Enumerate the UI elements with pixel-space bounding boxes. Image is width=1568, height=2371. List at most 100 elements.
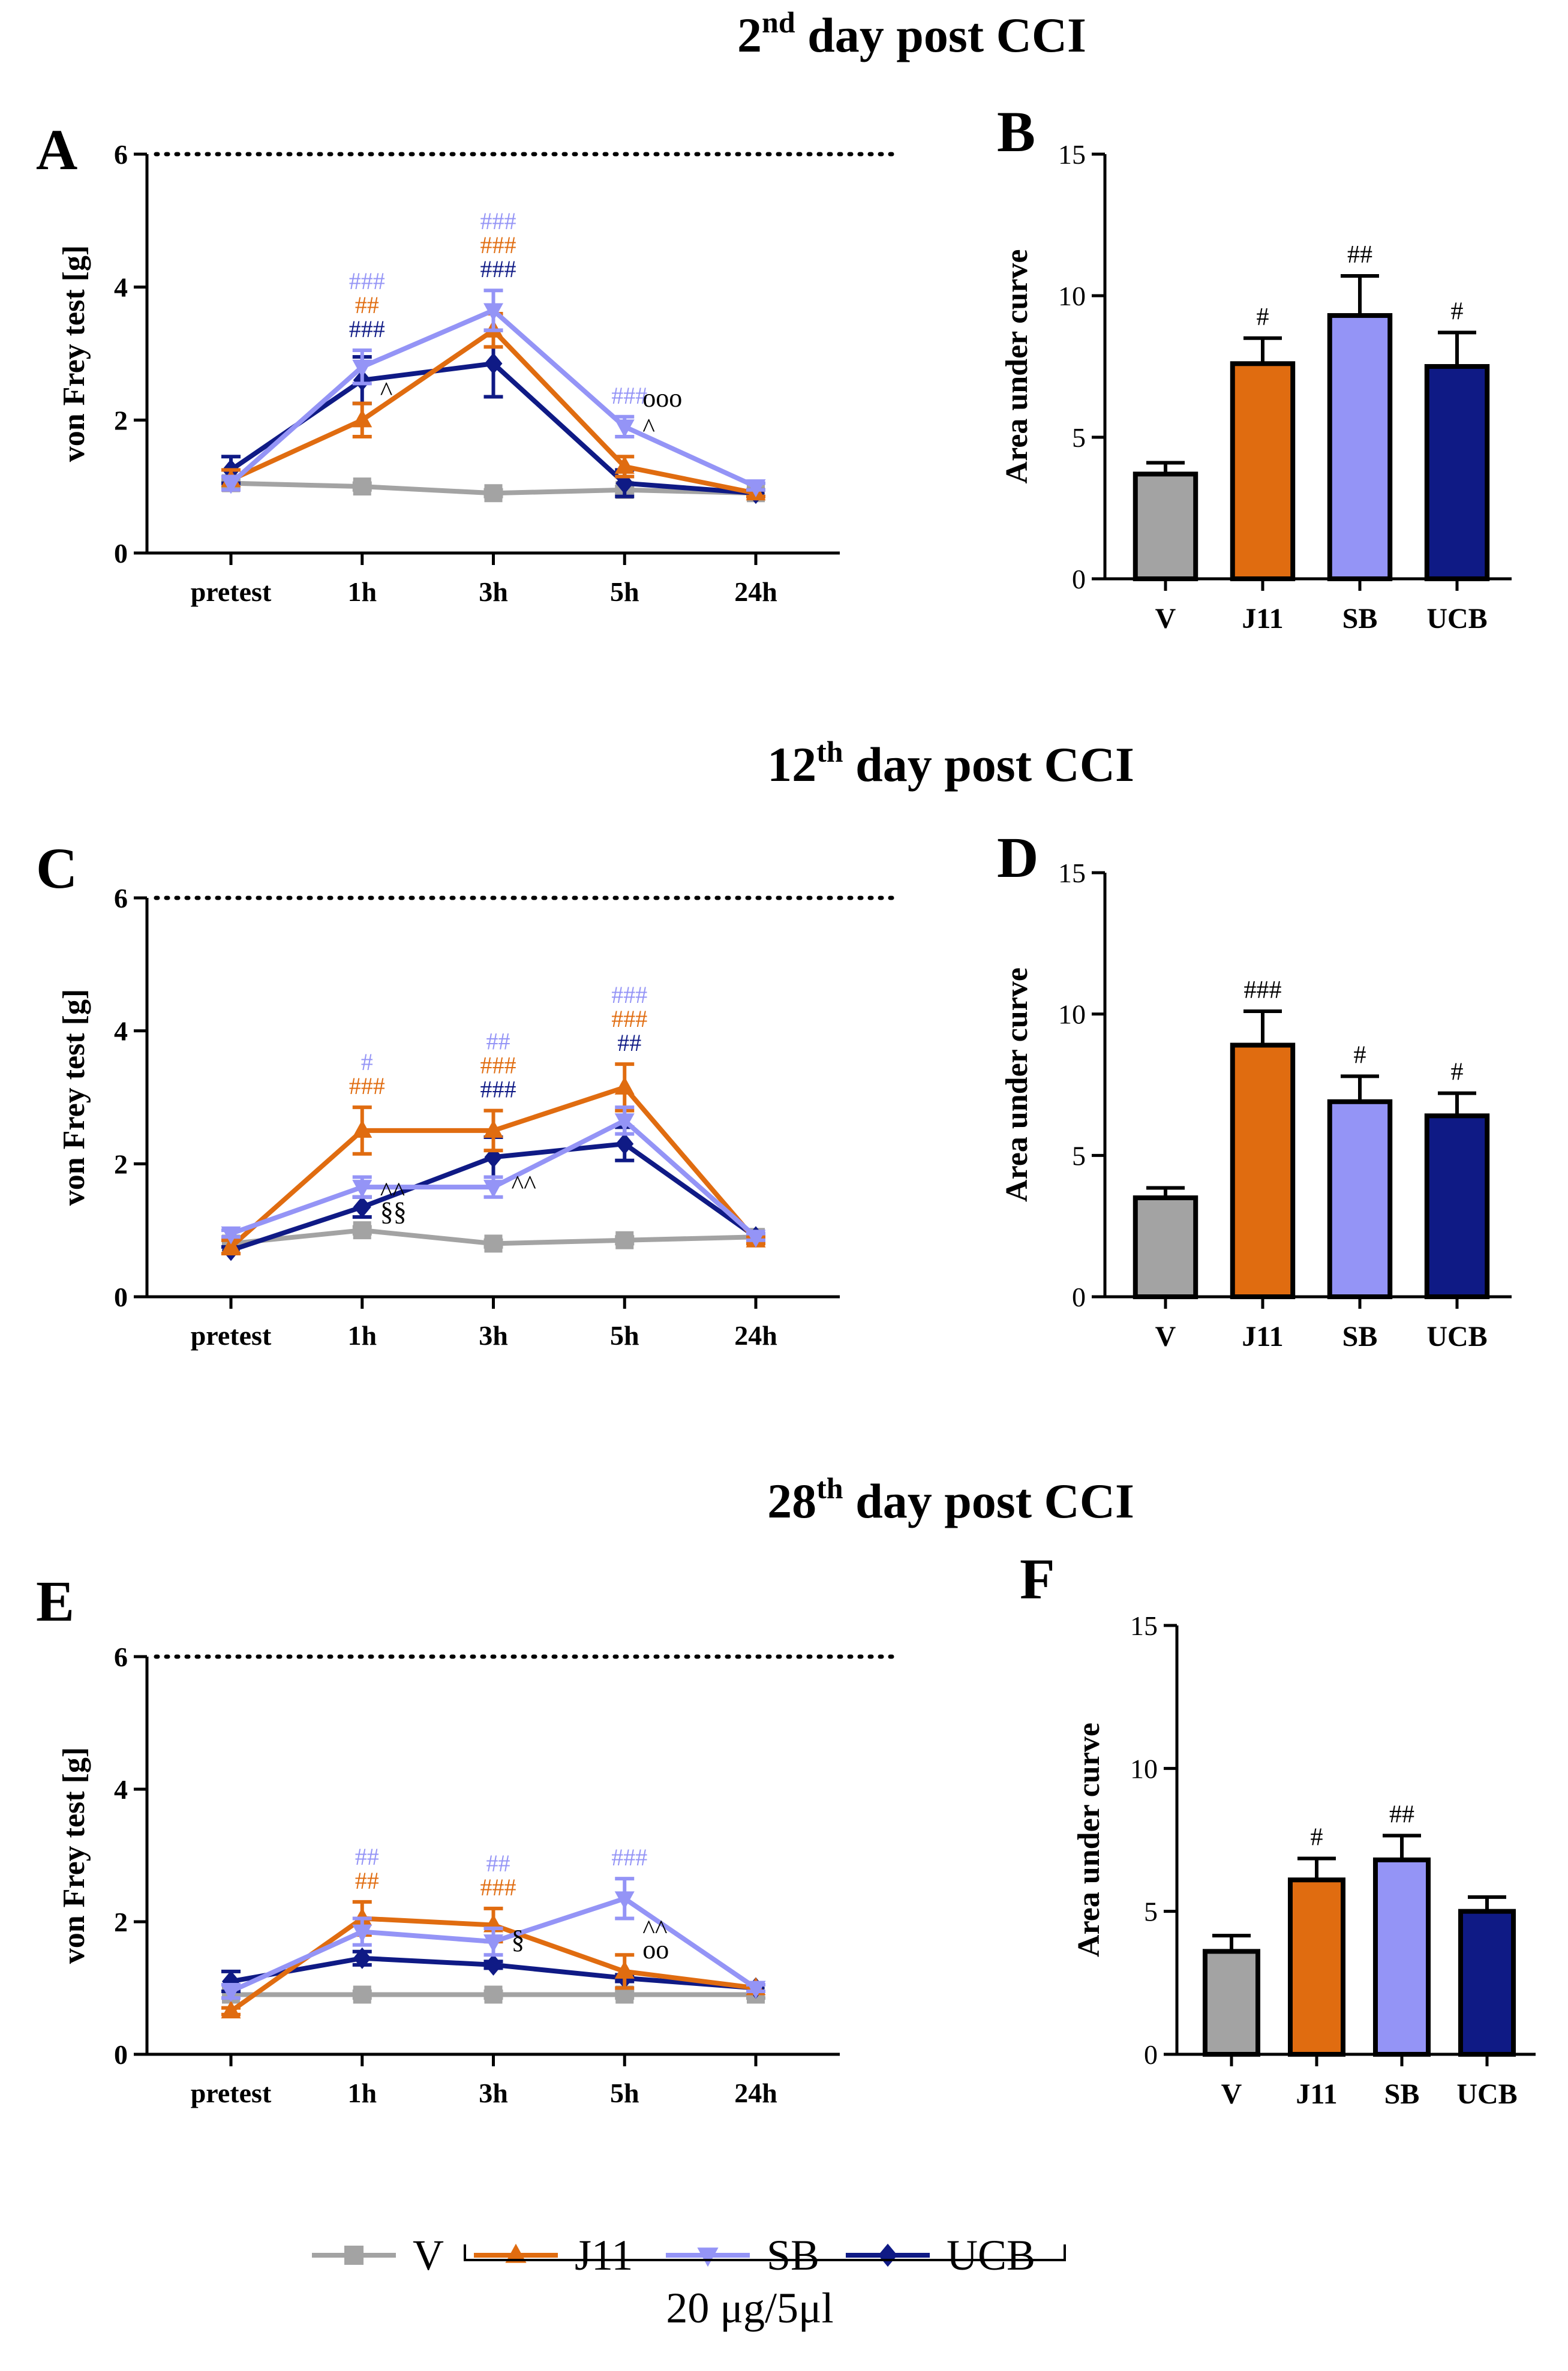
y-axis-label: Area under curve [1000,967,1034,1202]
panel-letter: D [997,825,1038,889]
y-tick-label: 0 [1144,2039,1158,2070]
bar-ucb [1424,1113,1490,1299]
y-axis-label: von Frey test [g] [57,245,91,462]
comparison-mark: oo [642,1935,669,1964]
legend-marker [505,2243,527,2263]
y-tick-label: 4 [114,1016,128,1047]
x-tick-label: pretest [191,576,272,607]
y-tick-label: 10 [1130,1753,1158,1784]
data-point [353,1196,371,1218]
x-tick-label: V [1221,2078,1242,2110]
significance-label: # [1354,1041,1366,1069]
significance-label: # [1257,303,1269,331]
data-point [221,2000,241,2019]
panel-letter: E [36,1569,74,1633]
comparison-mark: ^^ [512,1170,537,1200]
data-point [484,1234,503,1253]
significance-label: ### [480,208,516,235]
data-point [614,455,635,474]
y-tick-label: 5 [1072,1140,1086,1171]
y-tick-label: 2 [114,1907,128,1937]
significance-label: ### [611,382,647,409]
y-tick-label: 6 [114,1642,128,1672]
legend-label: UCB [947,2231,1035,2279]
x-tick-label: 3h [479,576,508,607]
panel-letter: A [36,118,77,182]
panel-B: B 0 5 10 15 Area under curve V J11 # SB ## UCB # [997,100,1512,635]
bar-ucb [1458,1909,1516,2057]
comparison-mark: ^^ [380,1177,405,1206]
x-tick-label: SB [1342,603,1378,635]
data-point [614,419,635,438]
data-point [352,359,373,378]
y-tick-label: 4 [114,1774,128,1805]
data-point [352,1119,373,1138]
x-tick-label: V [1155,603,1176,635]
x-tick-label: UCB [1426,1321,1487,1353]
x-tick-label: 24h [734,1320,777,1351]
data-point [353,1221,371,1240]
y-tick-label: 10 [1058,281,1086,311]
bar-v [1133,471,1198,581]
y-tick-label: 0 [114,1282,128,1312]
comparison-mark: § [512,1925,525,1954]
data-point [614,1891,635,1910]
data-point [615,1985,634,2004]
significance-label: ### [349,1072,385,1099]
data-point [484,1985,503,2004]
bar-sb [1372,1857,1431,2057]
x-tick-label: 1h [347,2078,377,2108]
data-point [746,479,766,498]
x-tick-label: 24h [734,576,777,607]
x-tick-label: V [1155,1321,1176,1353]
y-tick-label: 5 [1072,422,1086,453]
data-point [614,1113,635,1132]
significance-label: ### [1244,976,1282,1004]
data-point [746,1981,766,1999]
data-point [483,1119,503,1138]
x-tick-label: pretest [191,2078,272,2108]
comparison-mark: ^^ [642,1915,668,1945]
data-point [746,1230,766,1248]
bar-sb [1327,313,1393,581]
legend-marker [878,2243,897,2267]
x-tick-label: 5h [610,1320,639,1351]
y-tick-label: 15 [1058,858,1086,888]
x-tick-label: 1h [347,1320,377,1351]
data-point [353,1947,371,1969]
significance-label: ### [611,981,647,1008]
y-tick-label: 5 [1144,1897,1158,1927]
x-tick-label: 5h [610,2078,639,2108]
y-tick-label: 0 [1072,1282,1086,1312]
legend-item-j11: J11 [474,2231,633,2279]
data-point [353,1985,371,2004]
significance-label: ### [480,1052,516,1079]
x-tick-label: 24h [734,2078,777,2108]
y-tick-label: 6 [114,139,128,170]
bar-v [1202,1949,1261,2057]
legend-marker [697,2247,719,2267]
legend-marker [344,2246,364,2265]
panel-letter: B [997,100,1035,164]
x-tick-label: J11 [1242,603,1283,635]
bar-v [1133,1195,1198,1299]
data-point [221,1236,241,1254]
section-title-day2: 2nd day post CCI [737,5,1086,62]
x-tick-label: J11 [1242,1321,1283,1353]
x-tick-label: UCB [1426,603,1487,635]
comparison-mark: ^ [642,413,655,443]
panel-D: D 0 5 10 15 Area under curve V J11 ### SB # UCB # [997,825,1512,1353]
comparison-mark: ^ [380,377,393,406]
y-tick-label: 2 [114,405,128,435]
legend-label: J11 [575,2231,633,2279]
bar-ucb [1424,364,1490,581]
data-point [614,1076,635,1095]
x-tick-label: pretest [191,1320,272,1351]
legend-item-sb: SB [666,2231,819,2279]
legend-bracket-label: 20 μg/5μl [666,2284,833,2332]
legend-label: V [413,2231,444,2279]
data-point [221,476,241,494]
legend-bracket [464,2244,1066,2261]
panel-letter: F [1020,1547,1055,1611]
